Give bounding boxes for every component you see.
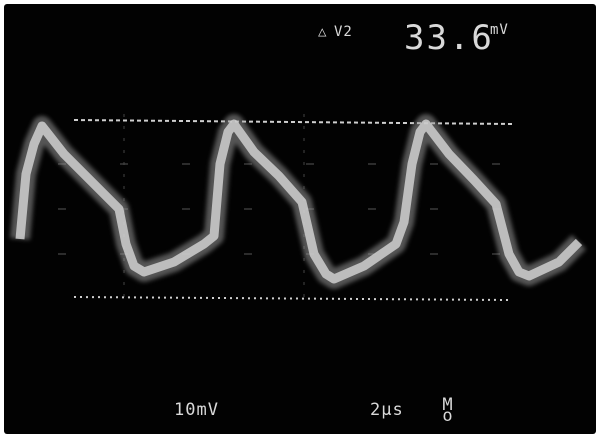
trigger-mode-line1: M: [442, 395, 454, 415]
waveform-display: [10, 114, 587, 301]
trigger-mode-label: M o: [441, 397, 455, 425]
channel-label: V2: [334, 24, 353, 40]
waveform-trace: [15, 119, 583, 284]
delta-symbol: △: [318, 24, 328, 40]
measurement-unit: mV: [490, 22, 509, 38]
cursor-line-bottom: [73, 296, 510, 301]
volts-per-div-label: 10mV: [174, 400, 219, 420]
time-per-div-label: 2μs: [370, 400, 404, 420]
measurement-value: 33.6: [404, 18, 494, 58]
cursor-line-top: [73, 119, 513, 125]
trigger-mode-line2: o: [442, 406, 454, 426]
oscilloscope-screen: △ V2 33.6 mV 10mV 2μs M o: [4, 4, 596, 434]
